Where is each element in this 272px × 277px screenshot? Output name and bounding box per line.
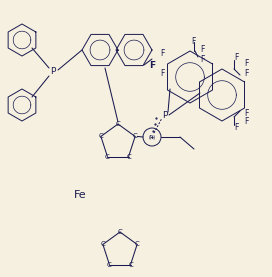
Text: C: C <box>105 153 110 160</box>
Text: C: C <box>118 229 122 235</box>
Text: F: F <box>160 68 164 78</box>
Text: Fe: Fe <box>74 190 86 200</box>
Text: C: C <box>135 242 140 247</box>
Text: F: F <box>160 48 164 58</box>
Text: F: F <box>149 60 155 70</box>
Text: C: C <box>107 261 112 268</box>
Text: C: C <box>128 261 133 268</box>
Text: F: F <box>234 122 238 132</box>
Text: F: F <box>244 109 248 117</box>
Text: F: F <box>244 68 248 78</box>
Text: C: C <box>101 242 105 247</box>
Text: C: C <box>133 134 137 139</box>
Text: F: F <box>200 45 204 55</box>
Text: F: F <box>234 53 238 61</box>
Text: F: F <box>200 55 204 63</box>
Text: F: F <box>191 37 195 47</box>
Text: P: P <box>50 68 56 76</box>
Text: C: C <box>98 134 103 139</box>
Text: C: C <box>116 121 120 127</box>
Text: F: F <box>244 58 248 68</box>
Text: P: P <box>162 111 168 119</box>
Text: (R): (R) <box>149 135 156 140</box>
Text: F: F <box>244 117 248 125</box>
Text: C: C <box>126 153 131 160</box>
